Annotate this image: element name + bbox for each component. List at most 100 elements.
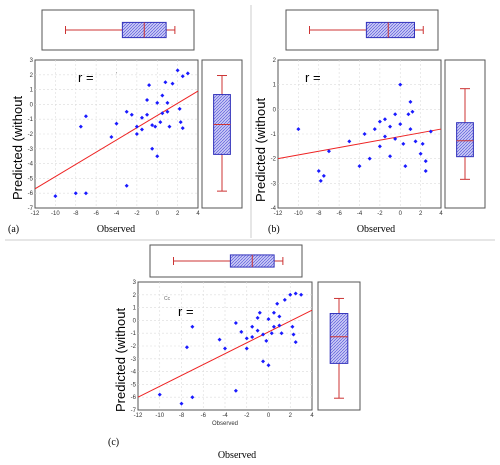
x-tick-label: 4 xyxy=(439,211,443,217)
panel-b-top-boxplot xyxy=(309,21,424,39)
data-point xyxy=(244,336,249,341)
panel-a-xticks: -12 -10 -8 -6 -4 -2 0 2 4 xyxy=(31,211,201,217)
data-point xyxy=(217,337,222,342)
data-point xyxy=(163,80,168,85)
data-point xyxy=(165,100,170,105)
panel-a-xlabel: Observed xyxy=(97,224,135,235)
data-point xyxy=(261,332,266,337)
panel-c-xlabel: Observed xyxy=(218,450,256,461)
panel-a-fit xyxy=(34,90,199,190)
data-point xyxy=(398,82,403,87)
data-point xyxy=(185,71,190,76)
data-point xyxy=(147,83,152,88)
y-tick-label: -6 xyxy=(131,395,137,401)
data-point xyxy=(372,127,377,132)
panel-c-top-boxplot xyxy=(173,254,284,268)
data-point xyxy=(257,310,262,315)
data-point xyxy=(271,310,276,315)
data-point xyxy=(393,112,398,117)
x-tick-label: 4 xyxy=(310,413,314,419)
data-point xyxy=(277,323,282,328)
panel-c-tag: (c) xyxy=(108,437,119,448)
panel-a-tag: (a) xyxy=(8,224,19,235)
y-tick-label: 1 xyxy=(133,306,137,312)
panel-a-r-label: r = xyxy=(78,70,94,85)
y-tick-label: 0 xyxy=(273,107,277,113)
data-point xyxy=(233,388,238,393)
y-tick-label: -3 xyxy=(28,147,34,153)
x-tick-label: 0 xyxy=(267,413,271,419)
y-tick-label: -3 xyxy=(271,181,277,187)
data-point xyxy=(261,359,266,364)
x-tick-label: 4 xyxy=(196,211,200,217)
data-point xyxy=(296,127,301,132)
panel-c-points xyxy=(157,291,304,406)
x-tick-label: -6 xyxy=(336,211,342,217)
data-point xyxy=(382,134,387,139)
data-point xyxy=(410,109,415,114)
data-point xyxy=(382,117,387,122)
data-point xyxy=(408,99,413,104)
x-tick-label: 0 xyxy=(156,211,160,217)
data-point xyxy=(321,173,326,178)
data-point xyxy=(318,178,323,183)
data-point xyxy=(233,320,238,325)
data-point xyxy=(266,363,271,368)
x-tick-label: 2 xyxy=(176,211,180,217)
data-point xyxy=(129,112,134,117)
y-tick-label: -4 xyxy=(28,162,34,168)
data-point xyxy=(184,345,189,350)
data-point xyxy=(139,115,144,120)
data-point xyxy=(179,401,184,406)
box-body xyxy=(365,21,415,39)
data-point xyxy=(114,121,119,126)
y-tick-label: -2 xyxy=(28,132,34,138)
panel-b-r-label: r = xyxy=(305,70,321,85)
data-point xyxy=(178,120,183,125)
y-tick-label: -1 xyxy=(271,132,277,138)
data-point xyxy=(155,154,160,159)
panel-a-grid xyxy=(35,60,198,208)
data-point xyxy=(362,132,367,136)
panel-b-yticks: 2 1 0 -1 -2 -3 -4 xyxy=(271,58,277,212)
data-point xyxy=(124,183,129,188)
data-point xyxy=(275,301,280,306)
panel-a-ylabel: Predicted (without xyxy=(10,96,25,200)
data-point xyxy=(279,331,284,336)
x-tick-label: -10 xyxy=(155,413,164,419)
panel-b-tag: (b) xyxy=(268,224,280,235)
x-tick-label: -10 xyxy=(51,211,60,217)
data-point xyxy=(388,154,393,159)
data-point xyxy=(160,93,165,98)
data-point xyxy=(291,332,296,337)
data-point xyxy=(83,191,88,196)
data-point xyxy=(145,112,150,117)
data-point xyxy=(223,346,227,351)
y-tick-label: 2 xyxy=(30,73,34,79)
y-tick-label: -6 xyxy=(28,191,34,197)
x-tick-label: -12 xyxy=(31,211,40,217)
data-point xyxy=(190,395,195,400)
panel-b-xlabel: Observed xyxy=(357,224,395,235)
panel-b-ylabel: Predicted (without xyxy=(253,98,268,202)
panel-c-annotation: Cc xyxy=(164,296,171,302)
data-point xyxy=(170,81,175,86)
data-point xyxy=(244,346,249,351)
y-tick-label: -7 xyxy=(131,408,137,414)
data-point xyxy=(406,112,411,117)
data-point xyxy=(153,124,158,129)
data-point xyxy=(250,335,255,340)
y-tick-label: 1 xyxy=(273,83,277,89)
data-point xyxy=(403,164,408,169)
y-tick-label: -2 xyxy=(271,157,277,163)
x-tick-label: -12 xyxy=(274,211,283,217)
data-point xyxy=(316,169,321,173)
data-point xyxy=(293,340,298,345)
data-point xyxy=(420,141,425,146)
data-point xyxy=(418,151,423,156)
panel-c-ylabel: Predicted (without xyxy=(113,308,128,412)
panel-b-side-boxplot-frame xyxy=(444,59,486,209)
box-body xyxy=(329,313,349,364)
data-point xyxy=(388,124,393,129)
